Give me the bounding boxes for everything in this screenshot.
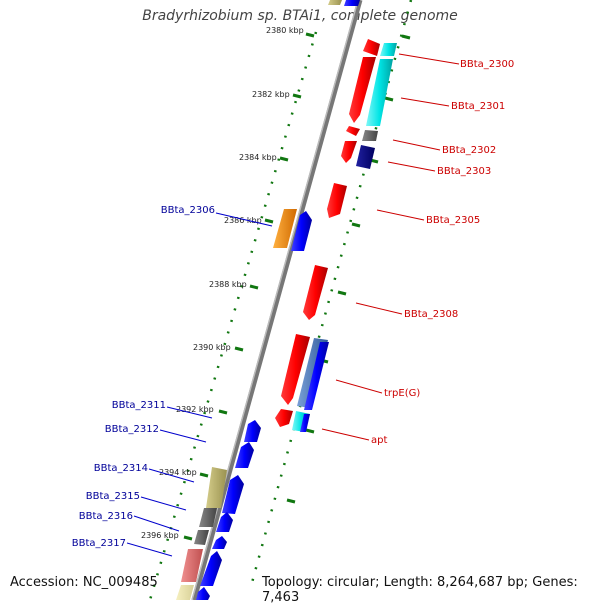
gene-label-bbta-2317[interactable]: BBta_2317 bbox=[72, 538, 126, 549]
gene-label-bbta-2316[interactable]: BBta_2316 bbox=[79, 511, 133, 522]
scale-label-2386: 2386 kbp bbox=[224, 216, 262, 225]
map-title: Bradyrhizobium sp. BTAi1, complete genom… bbox=[142, 8, 458, 24]
leader-line bbox=[133, 515, 180, 532]
scale-tick bbox=[384, 96, 394, 102]
leader-line bbox=[376, 209, 425, 221]
leader-line bbox=[398, 53, 460, 65]
accession-text: Accession: NC_009485 bbox=[10, 575, 158, 590]
scale-tick bbox=[292, 93, 302, 99]
leader-line bbox=[126, 542, 173, 557]
scale-label-2392: 2392 kbp bbox=[176, 405, 214, 414]
scale-ticks bbox=[183, 32, 411, 541]
scale-tick bbox=[305, 32, 315, 38]
topology-text: Topology: circular; Length: 8,264,687 bp… bbox=[262, 575, 578, 605]
leader-line bbox=[321, 428, 370, 441]
gene-arrow-blue-2306[interactable] bbox=[291, 211, 312, 251]
gene-arrow-blue-2315[interactable] bbox=[216, 512, 233, 532]
gene-label-bbta-2303[interactable]: BBta_2303 bbox=[437, 166, 491, 177]
leader-line bbox=[335, 379, 383, 394]
scale-label-2382: 2382 kbp bbox=[252, 90, 290, 99]
leader-line bbox=[215, 212, 273, 227]
gene-arrow-bbta-2308[interactable] bbox=[303, 265, 328, 320]
scale-label-2390: 2390 kbp bbox=[193, 343, 231, 352]
scale-tick bbox=[351, 222, 361, 228]
left-leader-lines bbox=[126, 212, 273, 557]
scale-label-2394: 2394 kbp bbox=[159, 468, 197, 477]
scale-tick bbox=[279, 156, 289, 162]
gene-arrow-bbta-2303[interactable] bbox=[356, 145, 375, 169]
leader-line bbox=[148, 468, 195, 483]
gene-arrow-bbta-2306[interactable] bbox=[273, 209, 297, 248]
gene-arrow-trpe[interactable] bbox=[281, 334, 310, 405]
gene-arrow-blue-2317[interactable] bbox=[200, 551, 222, 586]
leader-line bbox=[387, 161, 436, 172]
gene-label-bbta-2315[interactable]: BBta_2315 bbox=[86, 491, 140, 502]
gene-arrow-pale-bottom[interactable] bbox=[176, 585, 194, 600]
scale-tick bbox=[401, 34, 411, 40]
gene-arrow-bbta-2315[interactable] bbox=[199, 508, 217, 527]
gene-arrow-blue-bottom[interactable] bbox=[196, 587, 210, 600]
gene-arrow-cyan-a[interactable] bbox=[380, 43, 397, 56]
right-leader-lines bbox=[321, 53, 460, 441]
gene-label-apt[interactable]: apt bbox=[371, 435, 387, 446]
leader-line bbox=[140, 496, 187, 511]
scale-tick bbox=[286, 498, 296, 504]
gene-arrow-bbta-2312[interactable] bbox=[235, 442, 254, 468]
scale-tick bbox=[249, 284, 259, 290]
gene-arrow-cyan-b[interactable] bbox=[366, 59, 393, 126]
gene-label-bbta-2308[interactable]: BBta_2308 bbox=[404, 309, 458, 320]
gene-label-bbta-2306[interactable]: BBta_2306 bbox=[161, 205, 215, 216]
gene-arrow-bbta-2316[interactable] bbox=[194, 530, 209, 545]
gene-arrow-bbta-2302[interactable] bbox=[341, 141, 357, 163]
leader-line bbox=[166, 406, 213, 419]
gene-arrow-apt[interactable] bbox=[275, 409, 293, 427]
gene-arrow-blue-trp[interactable] bbox=[304, 342, 329, 410]
gene-arrow-bbta-2317[interactable] bbox=[181, 549, 203, 582]
gene-label-bbta-2314[interactable]: BBta_2314 bbox=[94, 463, 148, 474]
gene-arrow-bbta-2305[interactable] bbox=[327, 183, 347, 218]
gene-arrow-bbta-2314[interactable] bbox=[206, 467, 227, 508]
scale-tick bbox=[218, 409, 228, 415]
scale-tick bbox=[199, 472, 209, 478]
gene-label-bbta-2311[interactable]: BBta_2311 bbox=[112, 400, 166, 411]
gene-arrow-bbta-2301[interactable] bbox=[349, 57, 376, 123]
scale-tick bbox=[264, 218, 274, 224]
gene-label-bbta-2305[interactable]: BBta_2305 bbox=[426, 215, 480, 226]
leader-line bbox=[392, 139, 441, 151]
scale-tick bbox=[337, 290, 347, 296]
gene-arrow-gray-a[interactable] bbox=[362, 130, 378, 141]
scale-label-2384: 2384 kbp bbox=[239, 153, 277, 162]
gene-arrow-bbta-2300[interactable] bbox=[363, 39, 380, 56]
leader-line bbox=[355, 302, 403, 315]
gene-label-trpe[interactable]: trpE(G) bbox=[384, 388, 420, 399]
gene-arrow-blue-2314[interactable] bbox=[222, 475, 244, 514]
gene-arrow-bbta-2311[interactable] bbox=[244, 420, 261, 442]
scale-tick bbox=[305, 428, 315, 434]
gene-arrow-blue-top[interactable] bbox=[344, 0, 360, 6]
scale-label-2380: 2380 kbp bbox=[266, 26, 304, 35]
gene-arrow-red-small[interactable] bbox=[346, 126, 360, 136]
leader-line bbox=[400, 97, 450, 107]
gene-label-bbta-2300[interactable]: BBta_2300 bbox=[460, 59, 514, 70]
gene-arrow-khaki-top[interactable] bbox=[328, 0, 342, 5]
gene-label-bbta-2302[interactable]: BBta_2302 bbox=[442, 145, 496, 156]
scale-track-left bbox=[148, 31, 318, 600]
gene-arrow-blue-2316[interactable] bbox=[212, 536, 227, 549]
scale-tick bbox=[234, 346, 244, 352]
leader-line bbox=[159, 429, 207, 443]
scale-tick bbox=[183, 535, 193, 541]
scale-label-2388: 2388 kbp bbox=[209, 280, 247, 289]
gene-label-bbta-2301[interactable]: BBta_2301 bbox=[451, 101, 505, 112]
gene-arrow-blue-small-c[interactable] bbox=[300, 414, 310, 432]
scale-label-2396: 2396 kbp bbox=[141, 531, 179, 540]
gene-label-bbta-2312[interactable]: BBta_2312 bbox=[105, 424, 159, 435]
